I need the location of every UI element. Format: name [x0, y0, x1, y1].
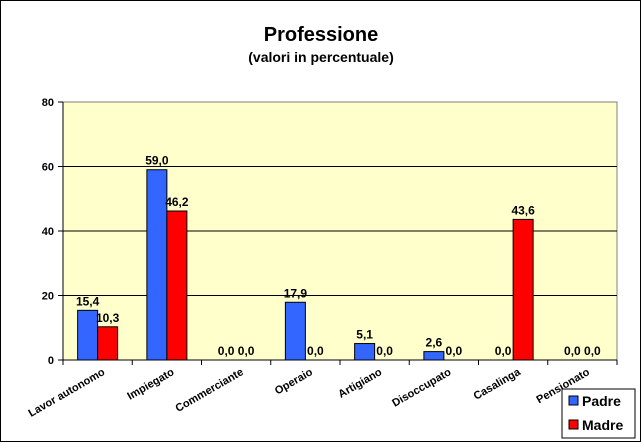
data-label-madre-6: 43,6	[511, 203, 535, 217]
data-label-padre-2: 0,0	[218, 344, 235, 358]
bar-madre-1	[166, 210, 188, 361]
legend-swatch-padre	[568, 395, 579, 406]
data-label-padre-7: 0,0	[564, 344, 581, 358]
data-label-padre-3: 17,9	[284, 286, 308, 300]
category-label-5: Disoccupato	[390, 366, 453, 410]
bar-madre-6	[512, 218, 534, 361]
data-label-padre-0: 15,4	[76, 294, 100, 308]
legend-swatch-madre	[568, 419, 579, 430]
category-label-1: Impiegato	[125, 366, 176, 403]
data-labels: 15,410,359,046,20,0 0,017,90,05,10,02,60,…	[76, 154, 601, 358]
data-label-padre-6: 0,0	[495, 344, 512, 358]
y-tick-label-2: 40	[42, 226, 54, 238]
data-label-madre-7: 0,0	[584, 344, 601, 358]
bar-padre-1	[146, 169, 168, 361]
chart-title: Professione	[264, 24, 378, 46]
bars	[77, 169, 534, 361]
bar-padre-4	[354, 343, 376, 361]
category-label-0: Lavor autonomo	[26, 366, 107, 420]
bar-padre-3	[284, 301, 306, 361]
bar-padre-5	[423, 351, 445, 361]
data-label-madre-2: 0,0	[238, 344, 255, 358]
data-label-madre-4: 0,0	[376, 344, 393, 358]
category-label-2: Commerciante	[173, 366, 245, 415]
bar-madre-0	[97, 326, 119, 361]
data-label-madre-3: 0,0	[307, 344, 324, 358]
data-label-madre-5: 0,0	[446, 344, 463, 358]
legend-label-madre: Madre	[582, 417, 623, 433]
y-tick-label-0: 0	[48, 355, 54, 367]
category-label-6: Casalinga	[472, 366, 524, 403]
y-tick-label-1: 20	[42, 291, 54, 303]
category-label-3: Operaio	[273, 366, 315, 397]
data-label-padre-1: 59,0	[145, 154, 169, 168]
category-label-4: Artigiano	[336, 366, 384, 401]
legend-label-padre: Padre	[582, 393, 621, 409]
data-label-madre-0: 10,3	[96, 311, 120, 325]
data-label-padre-4: 5,1	[356, 328, 373, 342]
data-label-madre-1: 46,2	[165, 195, 189, 209]
bar-padre-0	[77, 309, 99, 361]
y-tick-label-3: 60	[42, 162, 54, 174]
data-label-padre-5: 2,6	[426, 336, 443, 350]
y-tick-label-4: 80	[42, 97, 54, 109]
chart-subtitle: (valori in percentuale)	[248, 49, 393, 65]
legend: Padre Madre	[561, 388, 636, 439]
